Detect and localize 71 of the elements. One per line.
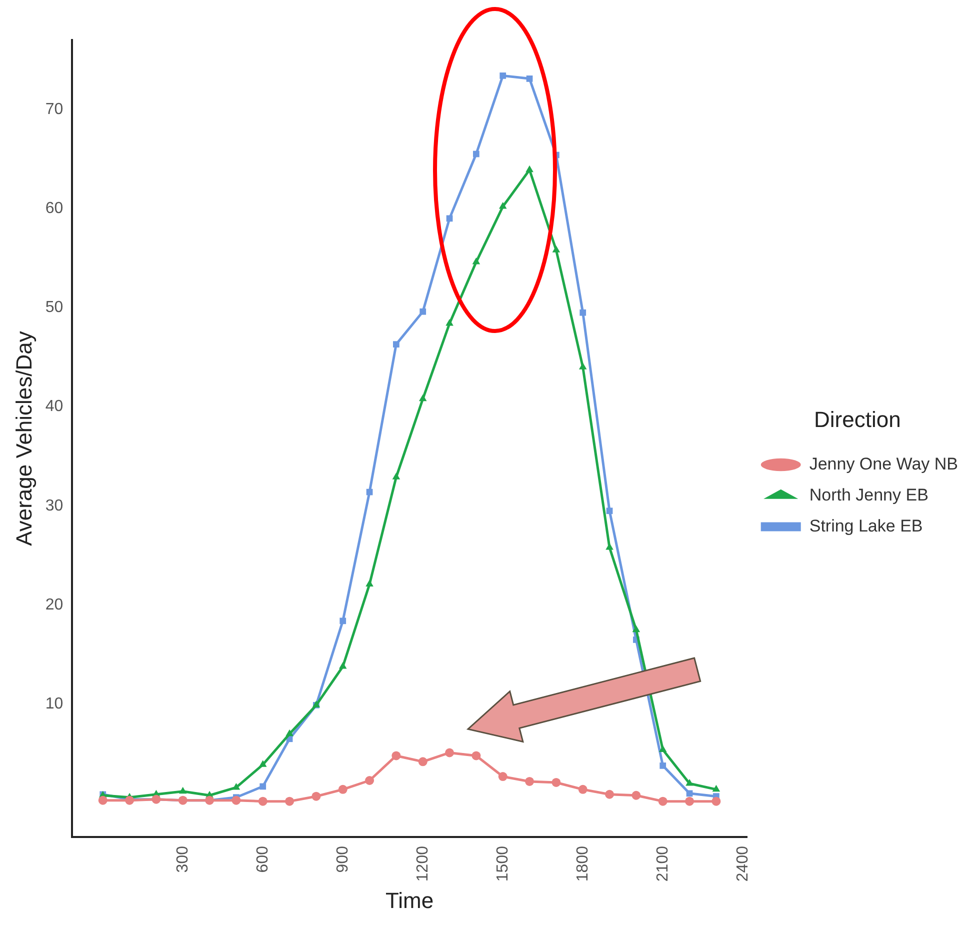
x-tick-label: 2400: [734, 846, 752, 882]
y-tick-label: 60: [45, 200, 64, 217]
point: [686, 790, 693, 797]
y-tick-label: 70: [45, 100, 64, 118]
legend-label: North Jenny EB: [809, 485, 928, 504]
point: [446, 319, 454, 326]
point: [338, 784, 348, 794]
point: [392, 751, 401, 760]
point: [232, 796, 241, 805]
point: [285, 796, 294, 806]
point: [340, 618, 346, 624]
x-tick-label: 1500: [494, 846, 512, 882]
y-axis-title: Average Vehicles/Day: [11, 331, 36, 546]
legend-label: String Lake EB: [809, 516, 923, 536]
y-tick-label: 50: [45, 299, 64, 316]
point: [260, 783, 266, 790]
point: [580, 309, 586, 316]
point: [472, 751, 481, 760]
point: [365, 776, 374, 785]
point: [500, 72, 506, 79]
point: [420, 308, 426, 315]
x-tick-label: 300: [174, 846, 192, 873]
point: [473, 150, 480, 158]
y-tick-label: 40: [45, 398, 64, 416]
point: [498, 202, 507, 209]
x-tick-label: 600: [254, 846, 272, 873]
point: [392, 472, 400, 480]
point: [552, 246, 560, 252]
point: [578, 784, 588, 794]
legend-label: Jenny One Way NB: [809, 454, 958, 474]
point: [712, 784, 720, 792]
x-tick-label: 900: [334, 846, 352, 873]
y-tick-label: 20: [45, 596, 64, 614]
point: [178, 786, 187, 794]
x-axis-title: Time: [385, 888, 434, 913]
y-tick-label: 30: [45, 497, 64, 514]
x-tick-label: 1200: [414, 846, 432, 882]
point: [606, 508, 613, 514]
point: [632, 625, 640, 632]
y-tick-label: 10: [45, 696, 64, 713]
point: [393, 341, 400, 348]
point: [472, 258, 480, 264]
x-tick-label: 1800: [574, 846, 592, 882]
point: [258, 796, 268, 806]
point: [338, 662, 347, 669]
point: [418, 394, 427, 402]
point: [312, 792, 321, 801]
point: [445, 748, 454, 758]
point: [712, 796, 721, 806]
point: [685, 796, 694, 806]
point: [605, 790, 614, 799]
point: [98, 796, 108, 805]
point: [526, 165, 534, 172]
point: [498, 772, 508, 782]
legend-title: Direction: [814, 406, 901, 432]
point: [686, 778, 694, 786]
point: [632, 790, 641, 800]
point: [606, 543, 614, 550]
point: [525, 776, 534, 786]
point: [578, 362, 587, 370]
point: [552, 778, 561, 787]
x-tick-label: 2100: [654, 846, 672, 882]
point: [526, 75, 533, 82]
point: [418, 757, 428, 766]
point: [658, 745, 667, 752]
point: [258, 760, 267, 767]
point: [232, 782, 240, 790]
point: [660, 762, 666, 769]
point: [658, 796, 668, 806]
point: [366, 580, 374, 586]
point: [286, 729, 294, 736]
